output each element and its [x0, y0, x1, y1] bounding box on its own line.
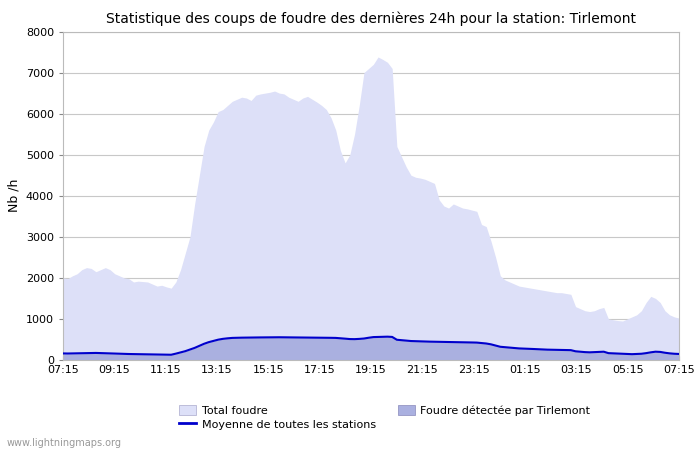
Y-axis label: Nb /h: Nb /h: [7, 179, 20, 212]
Title: Statistique des coups de foudre des dernières 24h pour la station: Tirlemont: Statistique des coups de foudre des dern…: [106, 12, 636, 26]
Text: www.lightningmaps.org: www.lightningmaps.org: [7, 438, 122, 448]
Legend: Total foudre, Moyenne de toutes les stations, Foudre détectée par Tirlemont: Total foudre, Moyenne de toutes les stat…: [179, 405, 590, 430]
